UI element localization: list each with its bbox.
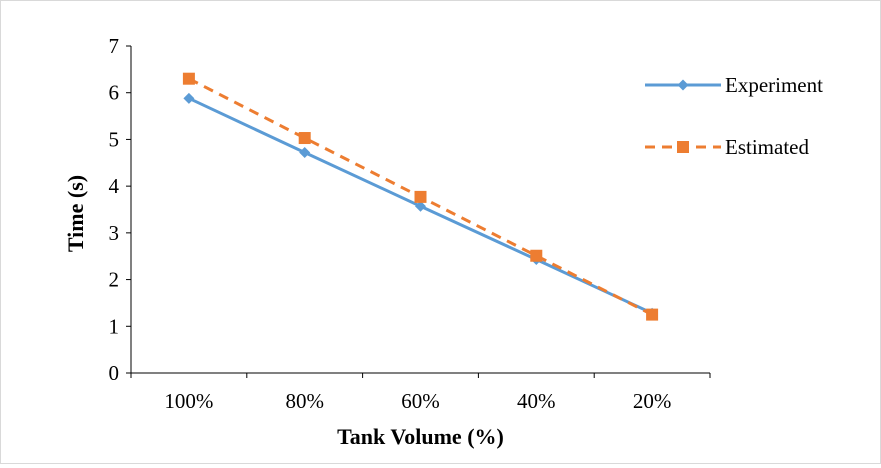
legend-marker <box>677 79 689 91</box>
x-axis-title: Tank Volume (%) <box>337 424 504 449</box>
y-axis-title: Time (s) <box>63 175 88 252</box>
data-point-experiment <box>415 200 426 212</box>
data-point-estimated <box>414 190 427 203</box>
series-experiment <box>183 92 658 319</box>
x-tick-label: 40% <box>517 389 556 413</box>
y-tick-label: 4 <box>109 174 120 198</box>
legend-item-experiment: Experiment <box>645 73 823 97</box>
x-tick-label: 100% <box>164 389 213 413</box>
y-tick-label: 1 <box>109 314 120 338</box>
y-tick-label: 6 <box>109 81 120 105</box>
x-tick-label: 80% <box>285 389 324 413</box>
legend-label: Estimated <box>725 135 809 159</box>
data-point-estimated <box>530 249 543 262</box>
data-point-estimated <box>646 308 659 321</box>
legend-marker <box>677 141 689 153</box>
x-tick-label: 60% <box>401 389 440 413</box>
legend-label: Experiment <box>725 73 823 97</box>
data-point-estimated <box>298 132 311 145</box>
axes <box>130 46 710 374</box>
legend: Experiment Estimated <box>645 73 823 159</box>
x-tick-label: 20% <box>633 389 672 413</box>
legend-item-estimated: Estimated <box>645 135 809 159</box>
series-estimated <box>182 72 659 321</box>
y-tick-label: 5 <box>109 127 120 151</box>
x-tick-labels: 100% 80% 60% 40% 20% <box>130 373 711 413</box>
series-group <box>182 72 659 321</box>
y-tick-label: 2 <box>109 268 120 292</box>
y-tick-labels: 0 1 2 3 4 5 6 7 <box>109 34 131 385</box>
y-tick-label: 3 <box>109 221 120 245</box>
data-point-experiment <box>183 92 195 104</box>
y-tick-label: 0 <box>109 361 120 385</box>
data-point-estimated <box>182 72 195 85</box>
y-tick-label: 7 <box>109 34 120 58</box>
data-point-experiment <box>299 147 311 159</box>
